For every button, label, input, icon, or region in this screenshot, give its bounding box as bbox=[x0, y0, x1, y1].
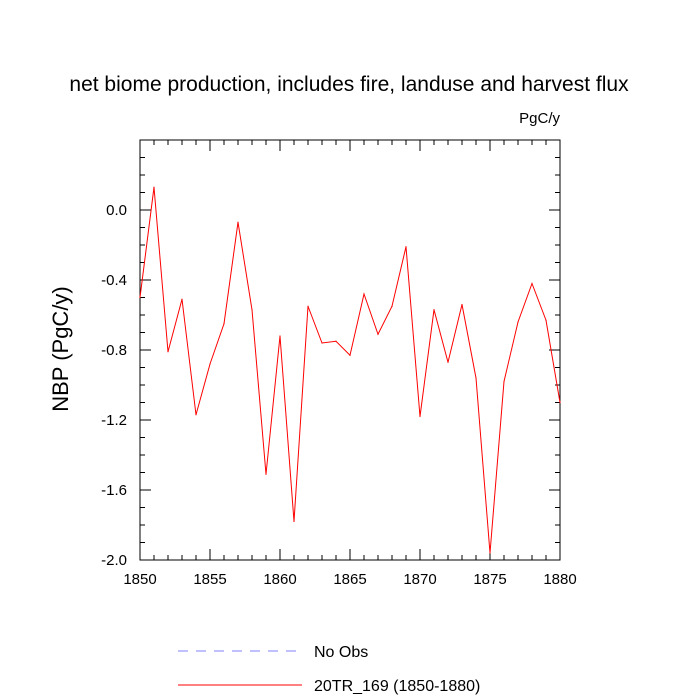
data-point bbox=[447, 361, 449, 363]
x-tick-label: 1880 bbox=[543, 571, 576, 588]
data-point bbox=[209, 363, 211, 365]
data-point bbox=[307, 305, 309, 307]
x-tick-label: 1875 bbox=[473, 571, 506, 588]
series-line bbox=[139, 187, 561, 554]
data-point bbox=[559, 401, 561, 404]
data-point bbox=[349, 354, 351, 356]
x-tick-label: 1855 bbox=[193, 571, 226, 588]
data-point bbox=[335, 340, 337, 342]
x-tick-label: 1860 bbox=[263, 571, 296, 588]
data-point bbox=[181, 298, 183, 300]
data-point bbox=[195, 414, 197, 416]
series-lines bbox=[139, 186, 561, 554]
x-tick-label: 1865 bbox=[333, 571, 366, 588]
y-tick-label: 0.0 bbox=[106, 202, 127, 219]
data-point bbox=[489, 552, 491, 554]
chart-title: net biome production, includes fire, lan… bbox=[69, 73, 629, 96]
data-point bbox=[167, 351, 169, 353]
axis-ticks bbox=[139, 139, 561, 561]
y-tick-label: -0.8 bbox=[101, 342, 127, 359]
data-point bbox=[265, 473, 267, 475]
y-axis-label: NBP (PgC/y) bbox=[48, 286, 73, 412]
data-point bbox=[531, 282, 533, 285]
data-point bbox=[545, 319, 547, 321]
data-point bbox=[251, 309, 253, 311]
data-point bbox=[377, 333, 379, 335]
data-point bbox=[139, 296, 141, 299]
data-point bbox=[363, 293, 365, 295]
x-tick-label: 1850 bbox=[123, 571, 156, 588]
data-point bbox=[223, 323, 225, 325]
y-tick-label: -1.2 bbox=[101, 412, 127, 429]
data-point bbox=[293, 520, 295, 523]
y-tick-label: -1.6 bbox=[101, 482, 127, 499]
y-tick-label: -0.4 bbox=[101, 272, 127, 289]
y-tick-label: -2.0 bbox=[101, 552, 127, 569]
legend-label: 20TR_169 (1850-1880) bbox=[314, 678, 480, 695]
data-point bbox=[237, 221, 239, 223]
x-tick-label: 1870 bbox=[403, 571, 436, 588]
axis-tick-labels: 1850 1855 1860 1865 1870 1875 1880 -2.0 -1.6 -1.2… bbox=[101, 202, 577, 588]
data-point bbox=[153, 186, 155, 188]
data-point bbox=[461, 303, 463, 306]
data-point bbox=[279, 335, 281, 337]
units-label: PgC/y bbox=[519, 110, 560, 127]
data-point bbox=[517, 321, 519, 323]
data-point bbox=[475, 377, 477, 379]
data-point bbox=[321, 342, 323, 344]
legend: No Obs 20TR_169 (1850-1880) bbox=[178, 644, 480, 695]
plot-frame bbox=[139, 139, 561, 561]
data-point bbox=[405, 246, 407, 248]
data-point bbox=[433, 309, 435, 311]
data-point bbox=[503, 380, 505, 383]
legend-label: No Obs bbox=[314, 644, 368, 661]
data-point bbox=[391, 305, 393, 307]
data-point bbox=[419, 415, 421, 418]
